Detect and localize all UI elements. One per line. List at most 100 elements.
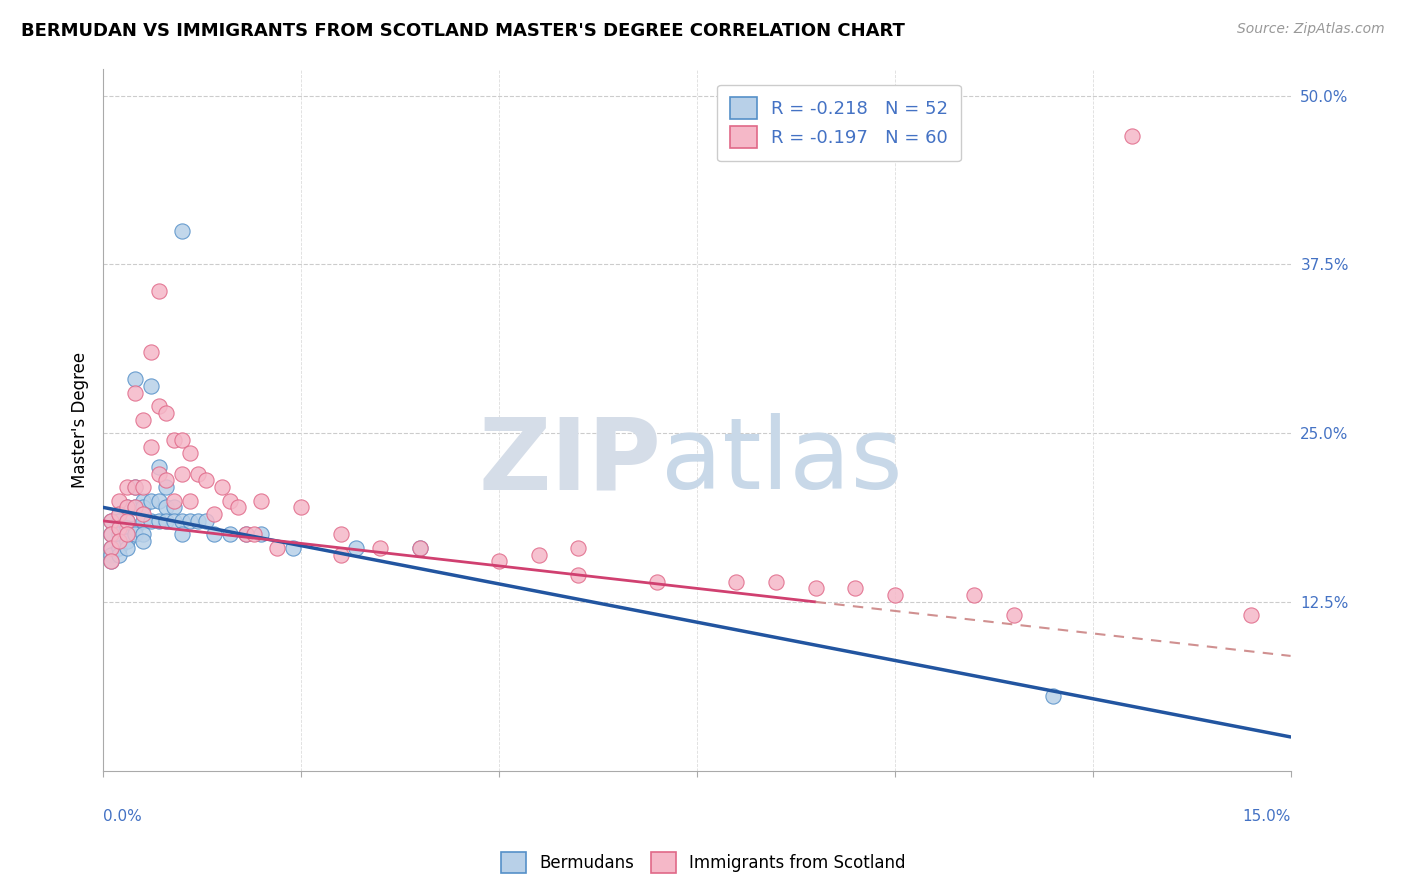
Point [100,514,122,528]
Point [124,521,146,535]
Point [226,500,249,515]
Point [148,285,170,299]
Point [844,582,866,596]
Point [155,474,177,488]
Point [108,514,131,528]
Point [108,507,131,521]
Point [100,548,122,562]
Point [368,541,391,555]
Point [124,480,146,494]
Point [155,500,177,515]
Point [329,548,352,562]
Point [163,493,186,508]
Point [100,541,122,555]
Point [266,541,288,555]
Point [1042,690,1064,704]
Point [211,480,233,494]
Point [179,446,201,460]
Point [100,554,122,568]
Point [124,480,146,494]
Point [250,493,273,508]
Point [329,527,352,541]
Point [139,345,162,359]
Point [148,459,170,474]
Point [567,541,589,555]
Point [645,574,668,589]
Point [100,527,122,541]
Legend: Bermudans, Immigrants from Scotland: Bermudans, Immigrants from Scotland [494,846,912,880]
Point [124,372,146,386]
Point [963,588,986,602]
Point [195,514,218,528]
Point [163,433,186,447]
Point [108,527,131,541]
Point [235,527,257,541]
Point [218,527,240,541]
Point [148,514,170,528]
Text: BERMUDAN VS IMMIGRANTS FROM SCOTLAND MASTER'S DEGREE CORRELATION CHART: BERMUDAN VS IMMIGRANTS FROM SCOTLAND MAS… [21,22,905,40]
Point [187,467,209,481]
Point [132,412,155,426]
Point [488,554,510,568]
Point [108,534,131,549]
Point [108,521,131,535]
Point [124,527,146,541]
Point [115,527,138,541]
Point [100,514,122,528]
Point [155,480,177,494]
Point [108,548,131,562]
Point [115,534,138,549]
Point [409,541,432,555]
Point [139,440,162,454]
Point [115,521,138,535]
Point [1002,608,1025,623]
Text: 15.0%: 15.0% [1243,809,1291,824]
Point [281,541,304,555]
Point [1240,608,1263,623]
Point [218,493,240,508]
Point [108,507,131,521]
Point [250,527,273,541]
Point [115,541,138,555]
Text: ZIP: ZIP [478,413,661,510]
Point [108,534,131,549]
Point [527,548,550,562]
Point [883,588,905,602]
Point [115,514,138,528]
Point [132,534,155,549]
Point [290,500,312,515]
Point [100,527,122,541]
Point [132,500,155,515]
Point [132,507,155,521]
Point [148,493,170,508]
Point [108,541,131,555]
Point [155,406,177,420]
Point [115,480,138,494]
Point [172,467,194,481]
Point [172,433,194,447]
Point [179,514,201,528]
Point [346,541,368,555]
Point [804,582,827,596]
Point [179,493,201,508]
Point [108,493,131,508]
Point [163,500,186,515]
Point [100,554,122,568]
Point [115,527,138,541]
Point [100,541,122,555]
Point [132,514,155,528]
Point [725,574,748,589]
Point [202,527,225,541]
Text: atlas: atlas [661,413,903,510]
Point [172,527,194,541]
Point [139,379,162,393]
Point [124,500,146,515]
Point [163,514,186,528]
Point [132,527,155,541]
Point [148,399,170,413]
Y-axis label: Master's Degree: Master's Degree [72,351,89,488]
Point [148,467,170,481]
Text: 0.0%: 0.0% [103,809,142,824]
Point [115,500,138,515]
Point [115,500,138,515]
